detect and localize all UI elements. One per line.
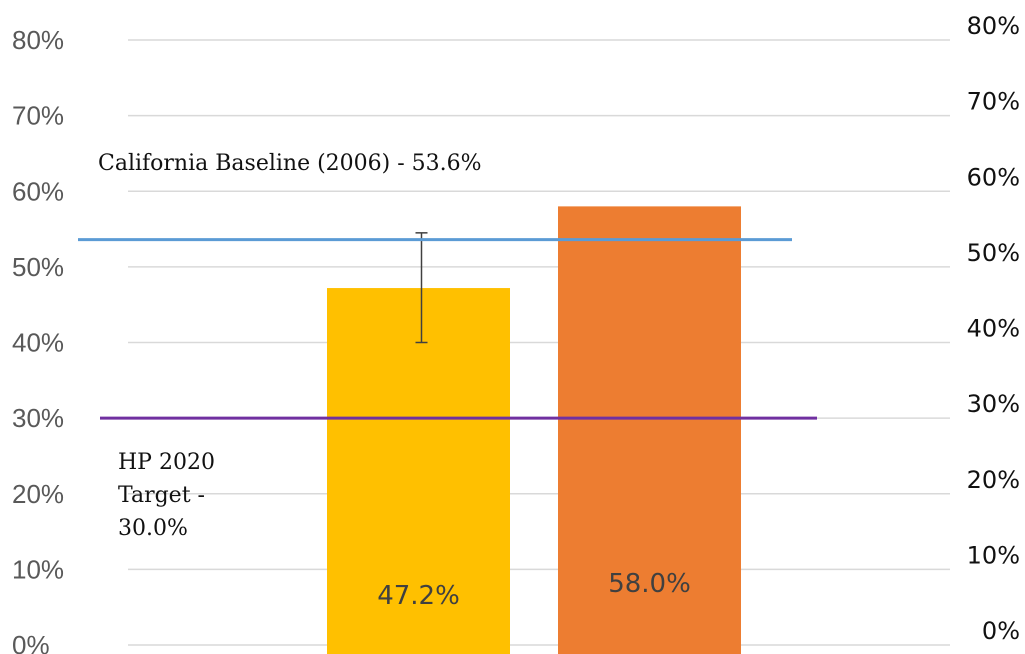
right-tick-label: 60%: [967, 163, 1020, 191]
left-tick-label: 50%: [12, 252, 64, 282]
left-tick-label: 0%: [12, 630, 50, 654]
right-tick-label: 20%: [967, 466, 1020, 494]
bar: [558, 206, 741, 654]
error-bars: [415, 232, 428, 344]
right-tick-label: 10%: [967, 541, 1020, 569]
right-tick-label: 30%: [967, 390, 1020, 418]
right-tick-label: 40%: [967, 315, 1020, 343]
reference-line-label: Target -: [118, 483, 205, 508]
right-tick-label: 50%: [967, 239, 1020, 267]
data-label: 47.2%: [377, 581, 460, 611]
reference-line-label: HP 2020: [118, 450, 215, 475]
left-tick-label: 30%: [12, 403, 64, 433]
reference-line-label: California Baseline (2006) - 53.6%: [98, 151, 482, 176]
left-tick-label: 10%: [12, 554, 64, 584]
right-y-axis: 0% 10% 20% 30% 40% 50% 60% 70% 80%: [967, 12, 1020, 645]
right-tick-label: 0%: [982, 617, 1020, 645]
left-tick-label: 80%: [12, 25, 64, 55]
left-tick-label: 40%: [12, 328, 64, 358]
left-tick-label: 60%: [12, 176, 64, 206]
gridlines: [128, 39, 950, 646]
left-tick-label: 70%: [12, 101, 64, 131]
data-label: 58.0%: [608, 569, 691, 599]
reference-lines: California Baseline (2006) - 53.6% HP 202…: [78, 151, 817, 541]
right-tick-label: 70%: [967, 88, 1020, 116]
bar: [327, 288, 510, 654]
bars: [327, 206, 741, 654]
left-tick-label: 20%: [12, 479, 64, 509]
left-y-axis: 0% 10% 20% 30% 40% 50% 60% 70% 80%: [12, 25, 64, 654]
right-tick-label: 80%: [967, 12, 1020, 40]
data-labels: 47.2% 58.0%: [377, 569, 691, 611]
reference-line-label: 30.0%: [118, 516, 188, 541]
